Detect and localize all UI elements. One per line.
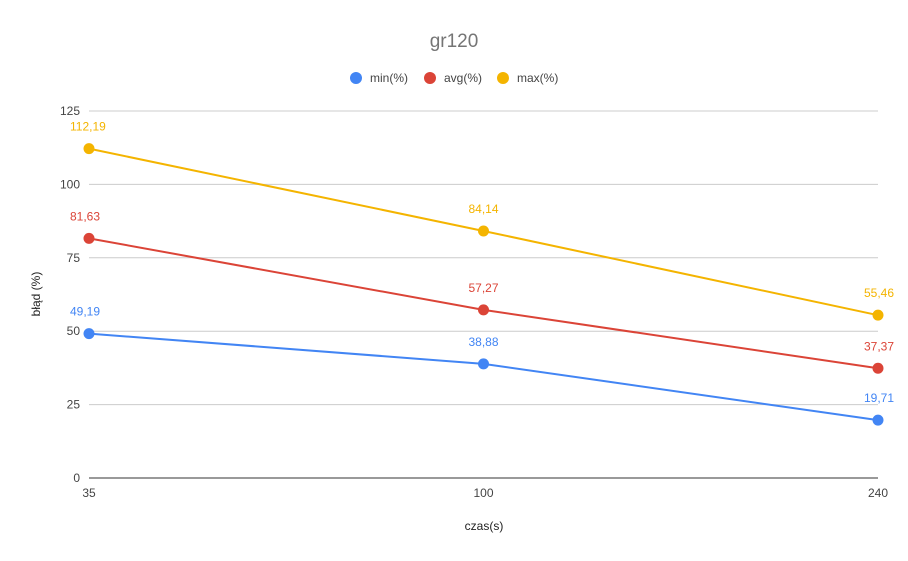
data-label-avg: 37,37: [864, 339, 894, 353]
y-axis-title: błąd (%): [29, 272, 43, 317]
data-label-min: 19,71: [864, 391, 894, 405]
legend-item-min: min(%): [350, 71, 408, 85]
legend-marker-min: [350, 72, 362, 84]
data-label-avg: 57,27: [468, 281, 498, 295]
legend-marker-max: [497, 72, 509, 84]
data-point-avg: [478, 304, 489, 316]
data-point-max: [872, 309, 884, 321]
x-axis-title: czas(s): [465, 519, 504, 533]
y-axis-ticks: 0 25 50 75 100 125: [60, 104, 80, 485]
legend-label-min: min(%): [370, 71, 408, 85]
chart-title: gr120: [430, 31, 479, 52]
data-label-min: 49,19: [70, 305, 100, 319]
legend-label-max: max(%): [517, 71, 558, 85]
x-tick-label: 35: [82, 486, 96, 500]
gridlines: [89, 110, 878, 479]
legend-item-avg: avg(%): [424, 71, 482, 85]
data-labels: 49,19 38,88 19,71 81,63 57,27 37,37 112,19 84,1…: [70, 120, 894, 406]
y-tick-label: 25: [67, 398, 81, 412]
data-point-min: [478, 358, 489, 370]
legend: min(%) avg(%) max(%): [350, 71, 558, 85]
series-points: [83, 143, 884, 426]
data-point-min: [83, 328, 95, 340]
data-label-max: 112,19: [70, 120, 106, 134]
data-point-max: [478, 225, 489, 237]
data-point-avg: [872, 362, 884, 374]
x-axis-ticks: 35 100 240: [82, 486, 888, 500]
legend-label-avg: avg(%): [444, 71, 482, 85]
x-tick-label: 100: [473, 486, 493, 500]
data-label-max: 55,46: [864, 286, 894, 300]
legend-item-max: max(%): [497, 71, 558, 85]
legend-marker-avg: [424, 72, 436, 84]
data-label-min: 38,88: [468, 335, 498, 349]
x-tick-label: 240: [868, 486, 888, 500]
data-point-avg: [83, 232, 95, 244]
y-tick-label: 100: [60, 177, 80, 191]
y-tick-label: 0: [73, 471, 80, 485]
y-tick-label: 125: [60, 104, 80, 118]
data-label-max: 84,14: [468, 202, 498, 216]
y-tick-label: 50: [67, 324, 81, 338]
data-point-max: [83, 143, 95, 155]
data-point-min: [872, 414, 884, 426]
data-label-avg: 81,63: [70, 209, 100, 223]
y-tick-label: 75: [67, 251, 81, 265]
